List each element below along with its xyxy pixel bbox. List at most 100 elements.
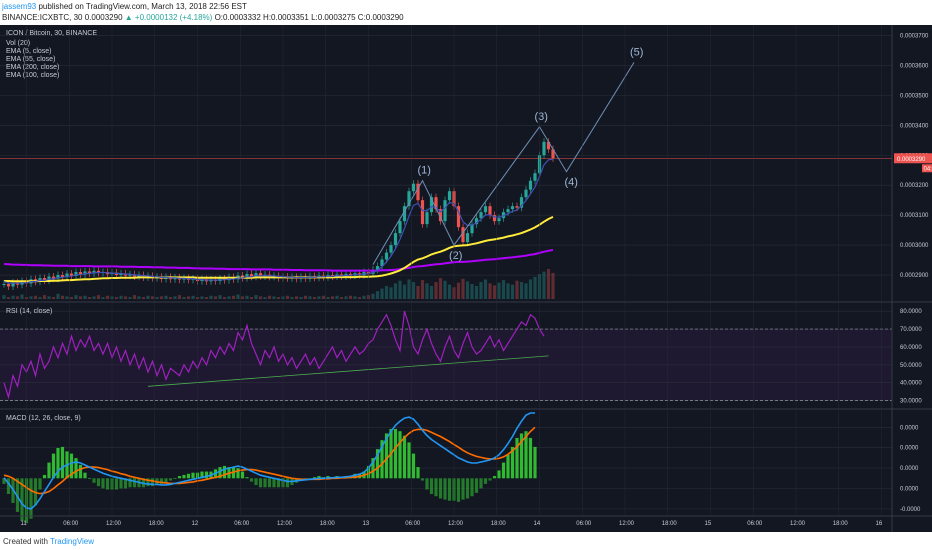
volume-bar bbox=[474, 285, 479, 299]
volume-bar bbox=[533, 276, 537, 299]
candle-body bbox=[65, 273, 69, 278]
macd-signal-line bbox=[3, 426, 536, 495]
macd-histogram-bar bbox=[506, 454, 510, 479]
ema-200-line bbox=[3, 248, 554, 272]
last-price-tag bbox=[894, 153, 932, 164]
elliott-wave-label: (1) bbox=[418, 165, 431, 177]
macd-histogram-bar bbox=[96, 478, 101, 487]
time-axis-tick: 18:00 bbox=[833, 521, 849, 527]
candle-body bbox=[456, 206, 461, 228]
candle-body bbox=[488, 206, 492, 216]
countdown-tag bbox=[922, 164, 932, 173]
macd-histogram-bar bbox=[101, 478, 105, 489]
macd-axis-tick: -0.0000 bbox=[900, 507, 921, 513]
publish-header: jassem93 published on TradingView.com, M… bbox=[0, 0, 932, 25]
volume-bar bbox=[249, 297, 254, 299]
volume-bar bbox=[357, 297, 362, 299]
macd-histogram-bar bbox=[173, 478, 177, 479]
macd-histogram-bar bbox=[407, 442, 411, 479]
price-pane[interactable]: 0.0003700 0.0003600 0.0003500 0.0003400 0.00… bbox=[0, 30, 932, 303]
volume-bar bbox=[96, 295, 101, 299]
chart-canvas[interactable]: 0.0003700 0.0003600 0.0003500 0.0003400 0.00… bbox=[0, 25, 932, 532]
volume-bar bbox=[123, 296, 128, 299]
volume-bar bbox=[510, 284, 515, 299]
candle-body bbox=[524, 189, 528, 198]
volume-bar bbox=[164, 295, 168, 299]
candle-body bbox=[249, 274, 254, 277]
macd-histogram-bar bbox=[47, 462, 51, 479]
candle-body bbox=[42, 278, 47, 281]
volume-bar bbox=[344, 296, 348, 299]
macd-histogram-bar bbox=[6, 478, 11, 494]
macd-histogram-bar bbox=[267, 478, 272, 488]
time-axis-tick: 06:00 bbox=[405, 521, 421, 527]
volume-bar bbox=[128, 297, 132, 299]
rsi-trendline bbox=[147, 355, 549, 387]
candle-body bbox=[510, 206, 515, 210]
symbol-info: BINANCE:ICXBTC, 30 0.0003290 ▲ +0.000013… bbox=[2, 13, 404, 22]
time-axis-tick: 18:00 bbox=[662, 521, 678, 527]
created-with-label: Created with TradingView bbox=[3, 537, 94, 546]
volume-bar bbox=[335, 295, 339, 299]
macd-histogram-bar bbox=[240, 471, 245, 479]
macd-histogram-bar bbox=[465, 478, 470, 499]
volume-bar bbox=[200, 296, 204, 299]
candle-body bbox=[402, 206, 407, 222]
volume-bar bbox=[393, 283, 398, 299]
rsi-axis-tick: 60.0000 bbox=[900, 345, 922, 351]
macd-histogram-bar bbox=[204, 471, 209, 479]
volume-bar bbox=[465, 281, 470, 299]
author-link[interactable]: jassem93 bbox=[2, 2, 37, 11]
volume-bar bbox=[515, 280, 519, 299]
time-axis-tick: 13 bbox=[363, 521, 370, 527]
macd-histogram-bar bbox=[492, 476, 497, 479]
candle-body bbox=[51, 276, 56, 279]
volume-bar bbox=[146, 295, 150, 299]
rsi-pane[interactable]: 80.0000 70.0000 60.0000 50.0000 40.0000 30.00… bbox=[0, 308, 932, 410]
volume-bar bbox=[38, 297, 42, 299]
candle-body bbox=[69, 273, 74, 276]
rsi-title: RSI (14, close) bbox=[6, 308, 52, 315]
volume-bar bbox=[339, 297, 344, 299]
volume-bar bbox=[191, 295, 195, 299]
macd-histogram-bar bbox=[38, 478, 42, 490]
volume-bar bbox=[159, 296, 164, 299]
volume-bar bbox=[375, 291, 380, 299]
candle-body bbox=[384, 252, 389, 260]
volume-bar bbox=[398, 280, 402, 299]
volume-bar bbox=[132, 295, 137, 299]
indicator-legend-item: Vol (20) bbox=[6, 40, 30, 47]
macd-title: MACD (12, 26, close, 9) bbox=[6, 415, 81, 422]
candle-body bbox=[470, 224, 474, 234]
rsi-axis-tick: 70.0000 bbox=[900, 327, 922, 333]
candle-body bbox=[515, 206, 519, 208]
macd-histogram-bar bbox=[447, 478, 452, 501]
volume-bar bbox=[326, 297, 330, 299]
candle-body bbox=[398, 221, 402, 234]
candle-body bbox=[447, 191, 452, 201]
volume-bar bbox=[15, 296, 20, 299]
macd-histogram-bar bbox=[398, 431, 402, 479]
macd-histogram-bar bbox=[56, 448, 60, 479]
candle-body bbox=[416, 183, 420, 201]
time-axis[interactable]: 11 06:00 12:00 18:00 12 06:00 12:00 18:00 13 06:0… bbox=[0, 25, 932, 532]
macd-histogram-bar bbox=[375, 449, 380, 479]
volume-bar bbox=[47, 296, 51, 299]
volume-bar bbox=[231, 295, 236, 299]
macd-histogram-bar bbox=[533, 446, 537, 479]
volume-bar bbox=[204, 297, 209, 299]
macd-histogram-bar bbox=[200, 471, 204, 479]
tradingview-logo-link[interactable]: TradingView bbox=[50, 537, 95, 546]
ohlc-values: O:0.0003332 H:0.0003351 L:0.0003275 C:0.… bbox=[214, 13, 404, 22]
macd-pane[interactable]: 0.0000 0.0000 0.0000 0.0000 -0.0000 MACD (12,… bbox=[0, 412, 921, 524]
candle-body bbox=[330, 275, 335, 277]
macd-histogram-bar bbox=[146, 478, 150, 487]
volume-bar bbox=[119, 295, 123, 299]
macd-histogram-bar bbox=[87, 478, 92, 479]
candle-body bbox=[438, 209, 443, 222]
time-axis-tick: 06:00 bbox=[63, 521, 79, 527]
macd-histogram-bar bbox=[20, 478, 24, 521]
macd-histogram-bar bbox=[429, 478, 434, 494]
volume-bar bbox=[69, 297, 74, 299]
volume-bar bbox=[425, 283, 429, 299]
